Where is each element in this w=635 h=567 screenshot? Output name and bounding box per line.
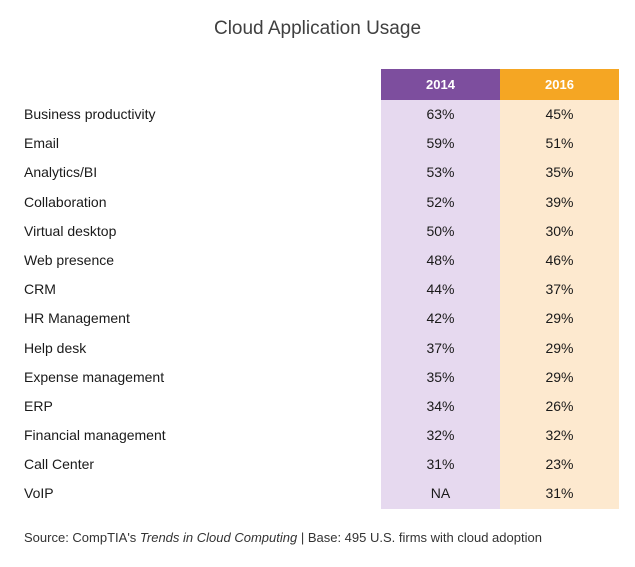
- value-2014: 48%: [426, 251, 455, 268]
- column-header-2016: 2016: [500, 69, 619, 100]
- value-2016: 32%: [545, 427, 574, 444]
- value-2014: 52%: [426, 193, 455, 210]
- row-label: HR Management: [24, 310, 130, 327]
- table-row: Web presence 48% 46%: [0, 246, 635, 275]
- usage-table: 2014 2016 Business productivity 63% 45% Ema…: [0, 69, 635, 509]
- value-2014: 31%: [426, 456, 455, 473]
- value-2016: 45%: [545, 106, 574, 122]
- row-label: VoIP: [24, 485, 54, 502]
- value-2014: 59%: [426, 135, 455, 152]
- value-2016: 37%: [545, 281, 574, 298]
- source-report-title: Trends in Cloud Computing: [139, 530, 298, 545]
- row-label: ERP: [24, 397, 53, 414]
- value-2016: 23%: [545, 456, 574, 473]
- table-row: Virtual desktop 50% 30%: [0, 217, 635, 246]
- value-2014: 35%: [426, 368, 455, 385]
- row-label: Expense management: [24, 368, 165, 385]
- row-label: Web presence: [24, 251, 115, 268]
- table-row: CRM 44% 37%: [0, 275, 635, 304]
- row-label: Analytics/BI: [24, 164, 98, 181]
- chart-title: Cloud Application Usage: [213, 18, 422, 39]
- table-row: Business productivity 63% 45%: [0, 100, 635, 129]
- table-row: VoIP NA 31%: [0, 479, 635, 508]
- source-prefix: Source: CompTIA's: [24, 530, 140, 545]
- row-label: Business productivity: [24, 106, 156, 122]
- table-row: Email 59% 51%: [0, 129, 635, 158]
- value-2016: 51%: [545, 135, 574, 152]
- table-row: HR Management 42% 29%: [0, 304, 635, 333]
- value-2014: 32%: [426, 427, 455, 444]
- value-2016: 35%: [545, 164, 574, 181]
- value-2016: 46%: [545, 251, 574, 268]
- value-2014: 42%: [426, 310, 455, 327]
- table-row: Help desk 37% 29%: [0, 334, 635, 363]
- row-label: CRM: [24, 281, 56, 298]
- table-row: ERP 34% 26%: [0, 392, 635, 421]
- row-label: Collaboration: [24, 193, 107, 210]
- value-2016: 26%: [545, 397, 574, 414]
- row-label: Email: [24, 135, 60, 152]
- row-label: Help desk: [24, 339, 87, 356]
- table-row: Expense management 35% 29%: [0, 363, 635, 392]
- value-2016: 39%: [545, 193, 574, 210]
- table-rows: Business productivity 63% 45% Email 59% 51% An…: [0, 100, 635, 509]
- value-2016: 31%: [545, 485, 574, 502]
- value-2016: 29%: [545, 368, 574, 385]
- value-2014: 37%: [426, 339, 455, 356]
- value-2014: 34%: [426, 397, 455, 414]
- column-2016-background: [500, 100, 619, 509]
- table-row: Call Center 31% 23%: [0, 450, 635, 479]
- value-2014: NA: [430, 485, 451, 502]
- value-2016: 30%: [545, 222, 574, 239]
- source-suffix: | Base: 495 U.S. firms with cloud adopti…: [297, 530, 542, 545]
- column-2014-background: [381, 100, 500, 509]
- value-2014: 63%: [426, 106, 455, 122]
- value-2014: 53%: [426, 164, 455, 181]
- table-row: Financial management 32% 32%: [0, 421, 635, 450]
- column-header-2014: 2014: [381, 69, 500, 100]
- row-label: Call Center: [24, 456, 95, 473]
- table-row: Analytics/BI 53% 35%: [0, 158, 635, 187]
- value-2016: 29%: [545, 339, 574, 356]
- value-2014: 44%: [426, 281, 455, 298]
- source-note: Source: CompTIA's Trends in Cloud Comput…: [24, 530, 542, 545]
- value-2016: 29%: [545, 310, 574, 327]
- row-label: Financial management: [24, 427, 166, 444]
- value-2014: 50%: [426, 222, 455, 239]
- table-row: Collaboration 52% 39%: [0, 188, 635, 217]
- row-label: Virtual desktop: [24, 222, 117, 239]
